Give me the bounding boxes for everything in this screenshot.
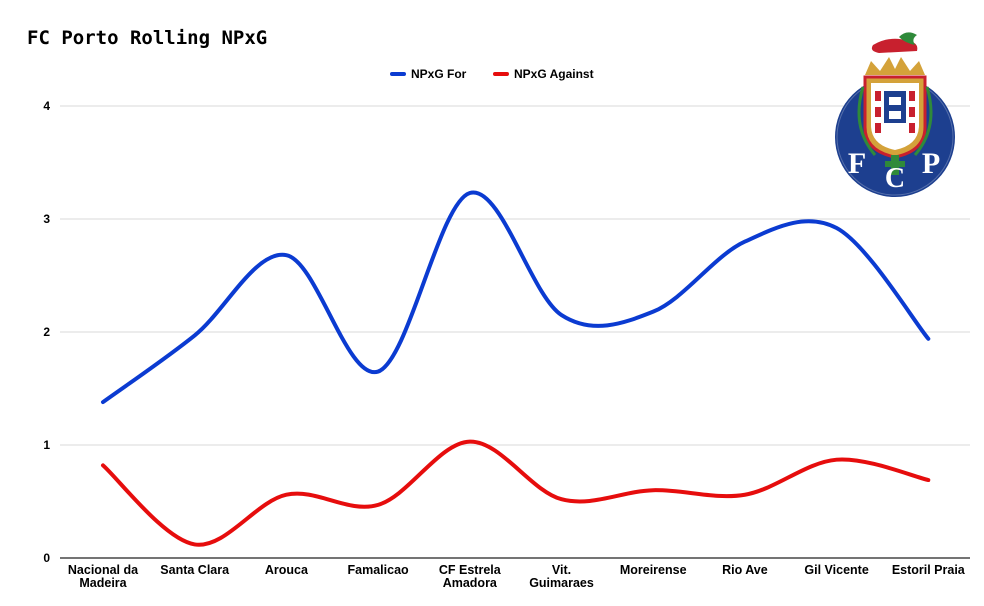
y-tick-label: 2: [43, 325, 50, 339]
crest-cross-pendant: [885, 155, 905, 175]
x-tick-label: Santa Clara: [160, 563, 230, 577]
crest-letter-c: C: [885, 163, 905, 194]
crest-quina: [909, 91, 915, 101]
crest-dragon: [899, 32, 917, 45]
crest-quina: [909, 123, 915, 133]
crest-quina: [889, 97, 901, 105]
y-tick-label: 4: [43, 99, 50, 113]
crest-quinas: [875, 91, 915, 133]
crest-letter-p: P: [922, 147, 940, 180]
crest-letter-f: F: [848, 147, 866, 180]
x-tick-label: CF Estrela Amadora: [439, 563, 502, 590]
crest-ribbon: [871, 38, 918, 53]
y-tick-label: 3: [43, 212, 50, 226]
crest-quina: [875, 107, 881, 117]
x-tick-label: Vit. Guimaraes: [529, 563, 594, 590]
x-tick-label: Moreirense: [620, 563, 687, 577]
legend-label: NPxG For: [411, 67, 467, 81]
x-tick-label: Famalicao: [348, 563, 410, 577]
y-axis-ticks: 0 1 2 3 4: [43, 99, 50, 565]
legend: NPxG For NPxG Against: [390, 67, 594, 81]
crest-quina: [875, 123, 881, 133]
series-line-npxg-for: [101, 190, 931, 405]
crest-quina: [909, 107, 915, 117]
y-tick-label: 0: [43, 551, 50, 565]
gridlines: [60, 105, 970, 559]
series-line-npxg-against: [101, 439, 931, 547]
crest-vine: [857, 86, 933, 156]
x-axis-ticks: Nacional da Madeira Santa Clara Arouca Famal…: [68, 563, 966, 590]
fc-porto-crest-logo: F C P: [835, 32, 955, 197]
chart-title: FC Porto Rolling NPxG: [27, 27, 267, 49]
x-tick-label: Arouca: [265, 563, 309, 577]
crest-quina: [875, 91, 881, 101]
x-tick-label: Gil Vicente: [804, 563, 868, 577]
x-tick-label: Estoril Praia: [892, 563, 966, 577]
legend-label: NPxG Against: [514, 67, 594, 81]
y-tick-label: 1: [43, 438, 50, 452]
series-group: [101, 190, 931, 547]
crest-quina: [889, 111, 901, 119]
x-tick-label: Rio Ave: [722, 563, 768, 577]
x-tick-label: Nacional da Madeira: [68, 563, 139, 590]
crest-crown: [865, 57, 925, 75]
